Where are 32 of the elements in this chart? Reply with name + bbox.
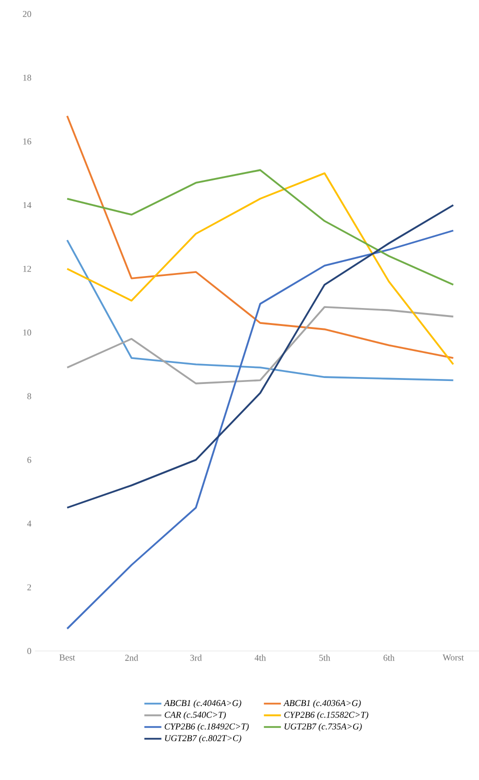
legend-label: UGT2B7 (c.802T>C) [165,734,242,743]
y-tick-label: 16 [23,138,32,144]
line-series [66,115,454,359]
y-tick-label: 2 [27,584,31,590]
y-tick-label: 10 [23,329,32,336]
y-tick-label: 6 [27,456,32,463]
legend-label: ABCB1 (c.4046A>G) [164,700,242,708]
line-series [66,230,454,630]
x-tick-label: 6th [384,654,395,661]
x-tick-label: 2nd [125,654,138,661]
line-series [66,204,454,509]
legend-label: CYP2B6 (c.18492C>T) [164,723,249,732]
legend-label: UGT2B7 (c.735A>G) [284,723,362,732]
x-tick-label: 4th [254,654,266,661]
y-tick-label: 8 [27,393,32,400]
y-tick-label: 18 [23,74,32,81]
line-series [66,239,454,382]
y-tick-label: 20 [22,10,32,18]
x-tick-label: 3rd [190,654,202,661]
legend-label: CAR (c.540C>T) [164,711,226,720]
y-tick-label: 4 [27,520,32,527]
legend-label: CYP2B6 (c.15582C>T) [284,711,368,720]
y-tick-label: 0 [27,648,32,654]
legend-label: ABCB1 (c.4036A>G) [283,700,361,708]
line-series [66,169,454,286]
x-tick-label: Worst [442,654,464,661]
x-tick-label: 5th [319,654,330,661]
line-series [66,172,454,366]
y-tick-label: 14 [23,202,32,208]
line-series [66,306,454,384]
x-tick-label: Best [59,654,76,660]
y-tick-label: 12 [23,266,31,272]
